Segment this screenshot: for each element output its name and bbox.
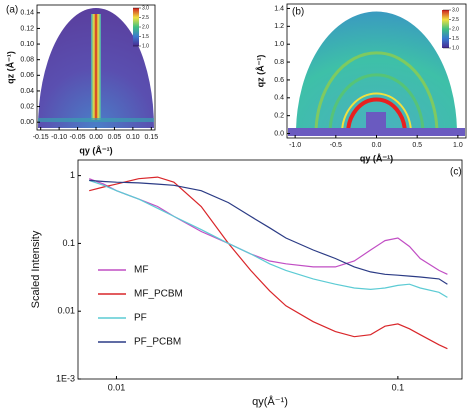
y-tick-label: 0.10 <box>20 41 34 48</box>
y-tick-label: 0.04 <box>20 88 34 95</box>
y-tick-label: 0.01 <box>57 306 75 316</box>
y-tick-label: 1.4 <box>274 5 284 12</box>
y-tick-label: 0.8 <box>274 59 284 66</box>
series-line <box>89 179 448 285</box>
x-tick-label: 0.10 <box>126 134 140 141</box>
colorbar-label: 1.5 <box>452 36 459 42</box>
colorbar-label: 1.0 <box>452 45 459 51</box>
x-tick-label: 0.05 <box>108 134 122 141</box>
x-tick-label: 0.1 <box>392 382 405 392</box>
legend-label: PF <box>134 313 147 324</box>
y-tick-label: 0.0 <box>274 130 284 137</box>
colorbar-label: 3.0 <box>452 7 459 13</box>
y-tick-label: 0.2 <box>274 113 284 120</box>
legend-label: PF_PCBM <box>134 337 181 348</box>
series-line <box>89 176 448 350</box>
x-tick-label: -0.15 <box>33 134 49 141</box>
y-axis-label: Scaled Intensity <box>30 230 42 308</box>
y-axis-label: qz (Å⁻¹) <box>5 51 15 84</box>
panel-label: (b) <box>292 7 304 18</box>
colorbar-label: 3.0 <box>142 5 149 11</box>
y-tick-label: 1.0 <box>274 41 284 48</box>
plot-frame <box>77 159 463 380</box>
series-line <box>89 179 448 298</box>
y-tick-label: 1.2 <box>274 23 284 30</box>
y-tick-label: 0.4 <box>274 95 284 102</box>
heatmap-a <box>38 8 154 128</box>
x-tick-label: 0.15 <box>145 134 159 141</box>
legend-label: MF_PCBM <box>134 289 183 300</box>
y-tick-label: 0.08 <box>20 57 34 64</box>
x-tick-label: 0.00 <box>89 134 103 141</box>
x-axis-label: qy (Å⁻¹) <box>79 145 112 155</box>
y-tick-label: 0.14 <box>20 10 34 17</box>
panel-label: (a) <box>6 5 18 16</box>
colorbar-label: 2.5 <box>452 17 459 23</box>
y-tick-label: 0.12 <box>20 25 34 32</box>
colorbar-label: 2.0 <box>452 26 459 32</box>
colorbar-label: 2.5 <box>142 15 149 21</box>
x-tick-label: 0.0 <box>372 142 382 149</box>
legend-label: MF <box>134 265 148 276</box>
y-axis-label: qz (Å⁻¹) <box>255 55 265 88</box>
y-tick-label: 0.6 <box>274 77 284 84</box>
y-tick-label: 0.1 <box>62 238 75 248</box>
y-tick-label: 0.00 <box>20 119 34 126</box>
colorbar-label: 1.0 <box>142 43 149 49</box>
panel-label: (c) <box>450 167 462 178</box>
y-tick-label: 0.06 <box>20 72 34 79</box>
colorbar-label: 2.0 <box>142 24 149 30</box>
y-tick-label: 0.02 <box>20 103 34 110</box>
x-tick-label: -1.0 <box>289 142 301 149</box>
x-axis-label: qy (Å⁻¹) <box>360 153 393 163</box>
colorbar-label: 1.5 <box>142 34 149 40</box>
x-tick-label: -0.10 <box>51 134 67 141</box>
x-tick-label: 0.5 <box>412 142 422 149</box>
x-tick-label: 1.0 <box>453 142 463 149</box>
x-axis-label: qy(Å⁻¹) <box>252 395 288 408</box>
y-tick-label: 1 <box>70 170 75 180</box>
y-tick-label: 1E-3 <box>56 373 75 383</box>
x-tick-label: 0.01 <box>108 382 126 392</box>
x-tick-label: -0.05 <box>70 134 86 141</box>
x-tick-label: -0.5 <box>330 142 342 149</box>
heatmap-b <box>288 10 465 136</box>
